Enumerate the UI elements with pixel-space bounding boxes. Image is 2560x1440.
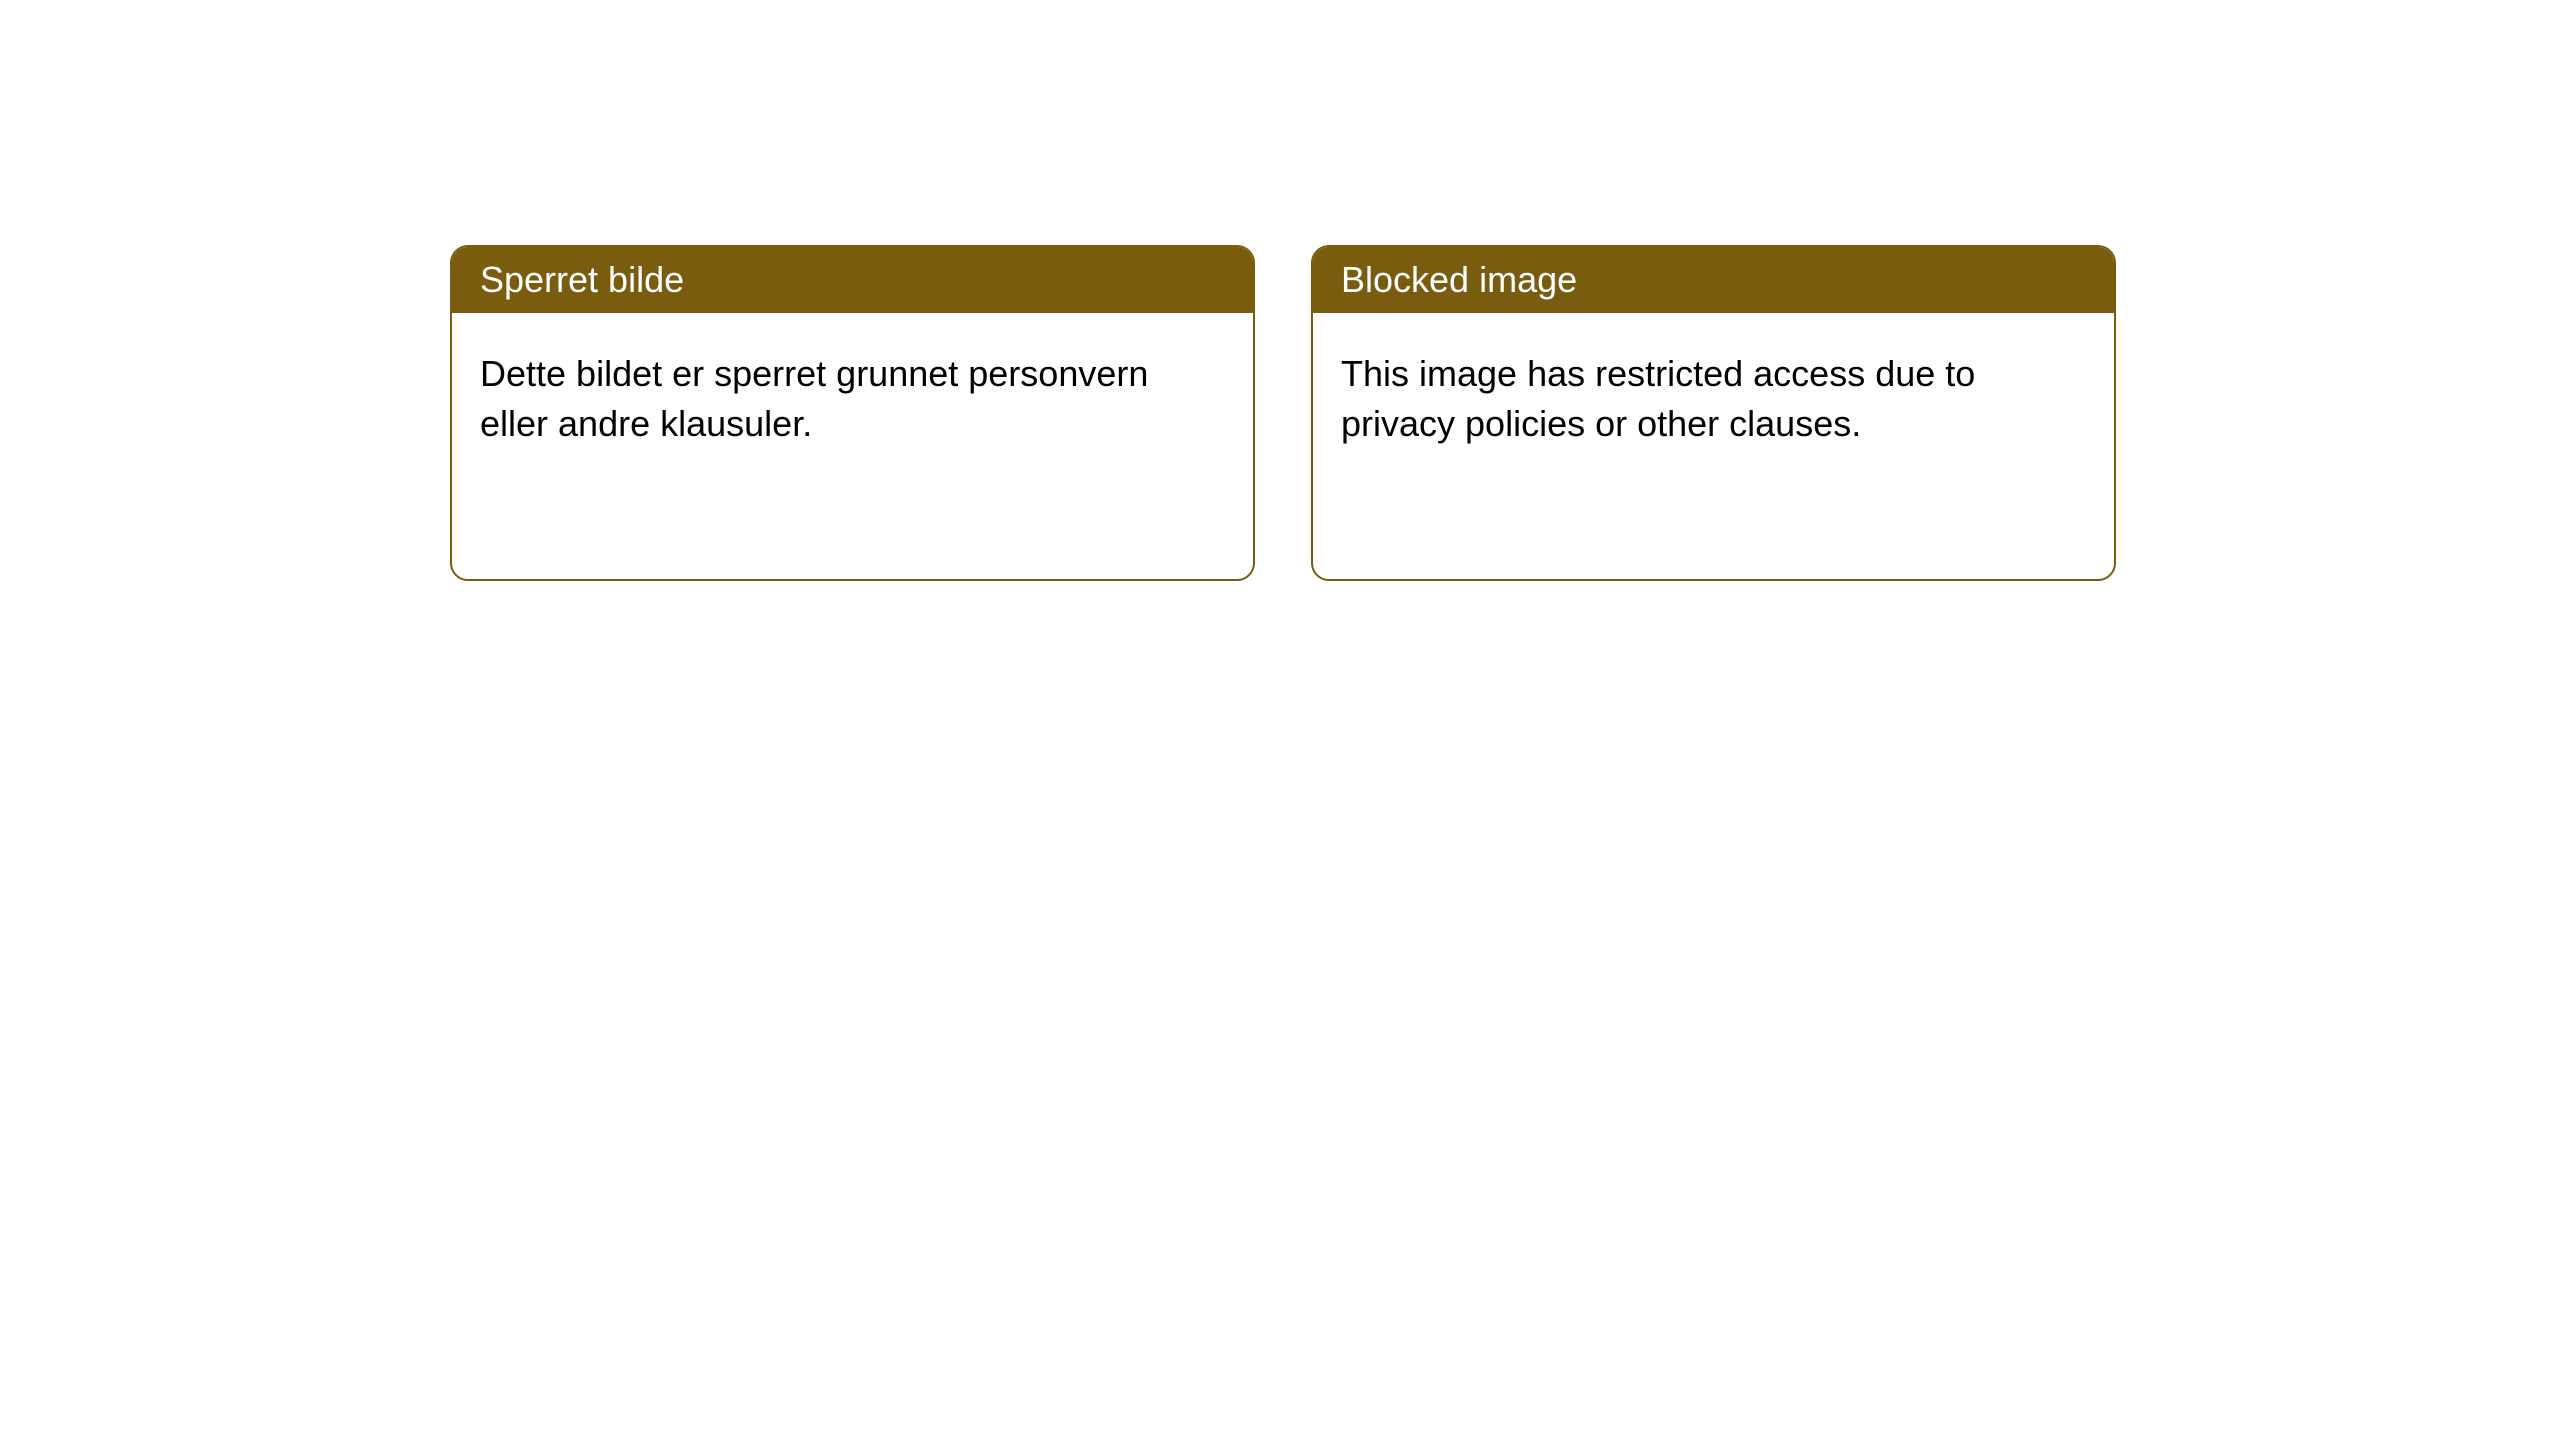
notice-container: Sperret bilde Dette bildet er sperret gr… [0,0,2560,581]
notice-card-norwegian: Sperret bilde Dette bildet er sperret gr… [450,245,1255,581]
card-text: This image has restricted access due to … [1341,353,1975,444]
card-text: Dette bildet er sperret grunnet personve… [480,353,1148,444]
card-title: Blocked image [1341,259,1577,300]
card-title: Sperret bilde [480,259,684,300]
card-body: Dette bildet er sperret grunnet personve… [452,313,1253,486]
card-body: This image has restricted access due to … [1313,313,2114,486]
card-header: Sperret bilde [452,247,1253,313]
notice-card-english: Blocked image This image has restricted … [1311,245,2116,581]
card-header: Blocked image [1313,247,2114,313]
